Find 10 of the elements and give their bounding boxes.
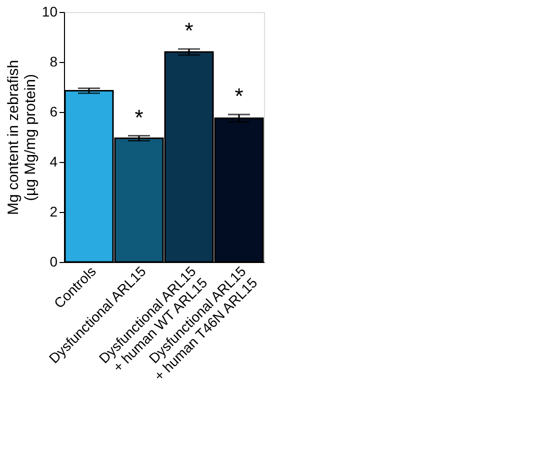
y-tick-label: 10 — [42, 4, 58, 20]
y-tick-label: 4 — [50, 154, 58, 170]
y-axis-title: Mg content in zebrafish (µg Mg/mg protein) — [4, 60, 39, 216]
y-tick-label: 2 — [50, 204, 58, 220]
annotation: * — [234, 84, 244, 108]
annotation: * — [184, 18, 194, 43]
y-tick-label: 8 — [50, 54, 58, 70]
y-tick-label: 6 — [50, 104, 58, 120]
annotation: * — [134, 104, 144, 130]
y-tick-label: 0 — [50, 254, 58, 270]
